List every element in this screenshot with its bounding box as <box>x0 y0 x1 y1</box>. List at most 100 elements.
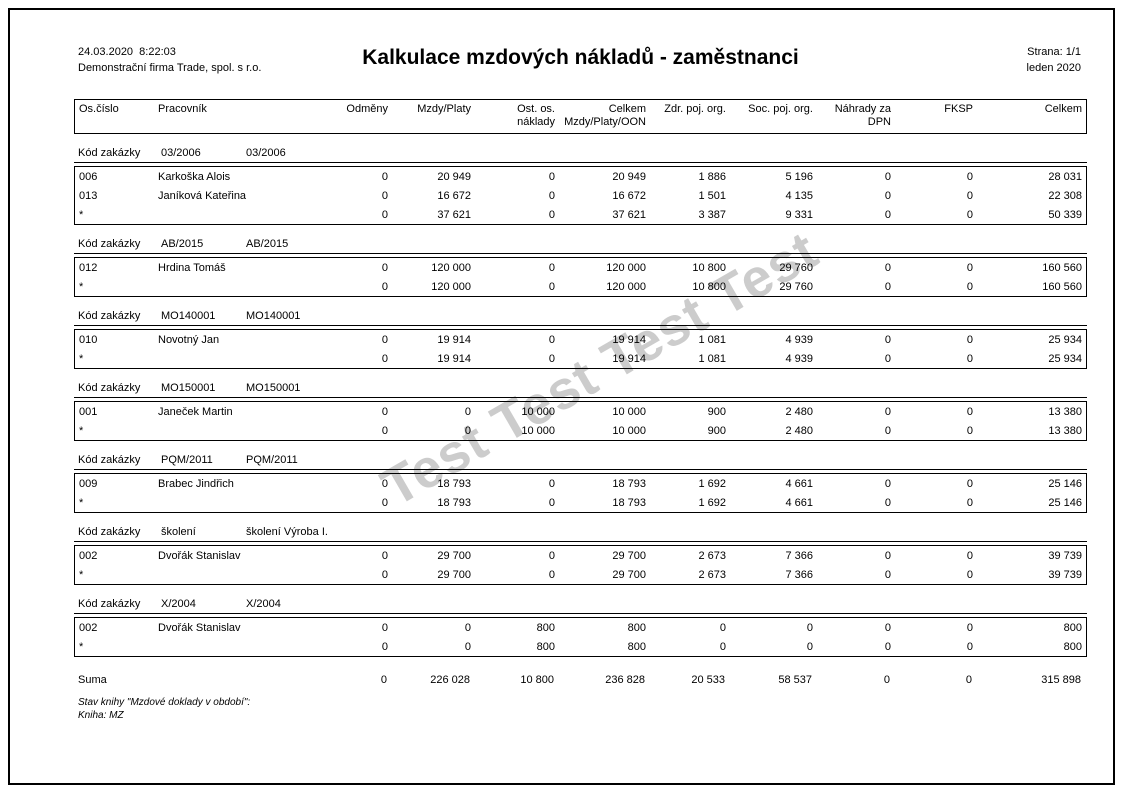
cell-value: 3 387 <box>698 208 726 221</box>
column-header: Celkem <box>979 103 1088 129</box>
cell-value: 29 760 <box>779 261 813 274</box>
column-header-line2 <box>897 116 973 129</box>
table-row: 006 Karkoška Alois 0 20 949 0 20 949 1 886 5 19… <box>75 167 1086 186</box>
cell-value: 800 <box>536 621 555 634</box>
cell-value: 0 <box>966 424 973 437</box>
cell-value: 20 949 <box>612 170 646 183</box>
cell-value: 0 <box>966 208 973 221</box>
cell-value: 0 <box>884 352 891 365</box>
summary-row: Suma 0 226 028 10 800 236 828 20 533 58 537 0 0 3… <box>74 671 1087 689</box>
report-content: 24.03.2020 8:22:03 Demonstrační firma Tr… <box>74 10 1087 722</box>
cell-os-cislo: * <box>79 640 84 653</box>
column-header-line1: Pracovník <box>158 103 207 115</box>
cell-value: 10 000 <box>521 405 555 418</box>
cell-value: 19 914 <box>437 352 471 365</box>
group-header: Kód zakázky PQM/2011 PQM/2011 <box>74 453 1087 470</box>
order-name: MO140001 <box>246 310 301 322</box>
cell-value: 10 000 <box>612 424 646 437</box>
cell-value: 0 <box>381 170 388 183</box>
group-box: 012 Hrdina Tomáš 0 120 000 0 120 000 10 800 29 … <box>74 257 1087 297</box>
footer-book-name: Kniha: MZ <box>78 710 124 721</box>
order-name: AB/2015 <box>246 238 289 250</box>
column-header-line1: Ost. os. <box>517 103 555 115</box>
cell-value: 13 380 <box>1048 424 1082 437</box>
summary-value: 10 800 <box>520 674 554 686</box>
cell-value: 120 000 <box>606 280 646 293</box>
table-row: 013 Janíková Kateřina 0 16 672 0 16 672 1 501 4… <box>75 186 1086 205</box>
cell-value: 25 934 <box>1048 333 1082 346</box>
column-header-line1: Náhrady za <box>834 103 891 115</box>
cell-value: 0 <box>548 496 555 509</box>
cell-value: 20 949 <box>437 170 471 183</box>
column-header: Os.číslo <box>75 103 153 129</box>
cell-value: 0 <box>548 261 555 274</box>
cell-value: 800 <box>536 640 555 653</box>
cell-value: 0 <box>806 640 813 653</box>
subtotal-row: * 0 18 793 0 18 793 1 692 4 661 0 0 25 146 <box>75 493 1086 512</box>
cell-value: 10 000 <box>521 424 555 437</box>
cell-value: 120 000 <box>431 280 471 293</box>
cell-os-cislo: * <box>79 424 84 437</box>
column-header-line2 <box>979 116 1082 129</box>
cell-value: 0 <box>381 424 388 437</box>
cell-value: 0 <box>966 352 973 365</box>
order-code-label: Kód zakázky <box>78 454 141 466</box>
summary-value: 315 898 <box>1041 674 1081 686</box>
table-row: 002 Dvořák Stanislav 0 29 700 0 29 700 2 673 7 … <box>75 546 1086 565</box>
cell-value: 29 700 <box>437 549 471 562</box>
column-header-line1: Celkem <box>608 103 646 115</box>
group-section: Kód zakázky 03/2006 03/2006 006 Karkoška Alo… <box>74 146 1087 225</box>
cell-value: 0 <box>966 280 973 293</box>
cell-value: 900 <box>707 424 726 437</box>
cell-value: 22 308 <box>1048 189 1082 202</box>
header-right: Strana: 1/1 leden 2020 <box>1027 44 1081 76</box>
column-header-line2 <box>652 116 726 129</box>
cell-value: 0 <box>884 549 891 562</box>
cell-value: 0 <box>548 208 555 221</box>
column-header-line1: Os.číslo <box>79 103 119 115</box>
subtotal-row: * 0 0 10 000 10 000 900 2 480 0 0 13 380 <box>75 421 1086 440</box>
table-row: 010 Novotný Jan 0 19 914 0 19 914 1 081 4 939 0 0… <box>75 330 1086 349</box>
cell-value: 19 914 <box>612 333 646 346</box>
column-header-line1: Mzdy/Platy <box>417 103 471 115</box>
cell-value: 0 <box>884 261 891 274</box>
cell-os-cislo: * <box>79 496 84 509</box>
cell-value: 4 661 <box>785 496 813 509</box>
cell-pracovnik: Brabec Jindřich <box>158 477 234 490</box>
cell-value: 0 <box>966 549 973 562</box>
cell-value: 4 939 <box>785 333 813 346</box>
cell-value: 0 <box>381 352 388 365</box>
order-code-label: Kód zakázky <box>78 238 141 250</box>
cell-value: 9 331 <box>785 208 813 221</box>
cell-os-cislo: 002 <box>79 621 98 634</box>
cell-value: 18 793 <box>612 496 646 509</box>
cell-value: 29 760 <box>779 280 813 293</box>
cell-value: 0 <box>381 208 388 221</box>
summary-value: 0 <box>965 674 972 686</box>
order-code-label: Kód zakázky <box>78 526 141 538</box>
cell-value: 0 <box>966 621 973 634</box>
cell-os-cislo: 006 <box>79 170 98 183</box>
order-name: MO150001 <box>246 382 301 394</box>
cell-value: 0 <box>806 621 813 634</box>
cell-value: 18 793 <box>437 477 471 490</box>
column-header-line1: Celkem <box>1044 103 1082 115</box>
cell-value: 0 <box>884 208 891 221</box>
cell-os-cislo: 012 <box>79 261 98 274</box>
cell-os-cislo: 013 <box>79 189 98 202</box>
cell-pracovnik: Janeček Martin <box>158 405 233 418</box>
cell-value: 0 <box>464 621 471 634</box>
column-header-line2: náklady <box>517 116 555 128</box>
cell-os-cislo: * <box>79 280 84 293</box>
cell-value: 120 000 <box>606 261 646 274</box>
cell-value: 2 673 <box>698 568 726 581</box>
cell-os-cislo: 010 <box>79 333 98 346</box>
cell-value: 0 <box>381 405 388 418</box>
cell-value: 0 <box>464 640 471 653</box>
header-left: 24.03.2020 8:22:03 Demonstrační firma Tr… <box>78 44 261 76</box>
cell-value: 0 <box>548 549 555 562</box>
cell-value: 0 <box>548 477 555 490</box>
subtotal-row: * 0 37 621 0 37 621 3 387 9 331 0 0 50 339 <box>75 205 1086 224</box>
report-datetime: 24.03.2020 8:22:03 <box>78 46 176 58</box>
table-row: 001 Janeček Martin 0 0 10 000 10 000 900 2 480 0… <box>75 402 1086 421</box>
